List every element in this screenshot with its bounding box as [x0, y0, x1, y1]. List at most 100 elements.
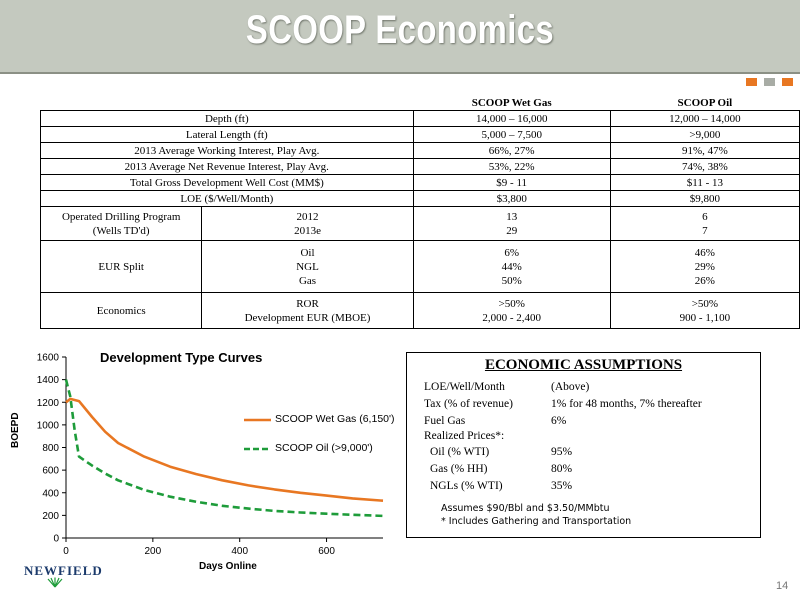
- eur-sub-labels: Oil NGL Gas: [201, 240, 414, 293]
- assumption-label: Gas (% HH): [430, 463, 488, 475]
- x-tick-label: 200: [145, 546, 162, 557]
- y-tick-label: 1400: [37, 375, 60, 386]
- assumptions-title: ECONOMIC ASSUMPTIONS: [484, 357, 683, 373]
- table-row: Lateral Length (ft) 5,000 – 7,500 >9,000: [40, 126, 800, 143]
- assumption-label: LOE/Well/Month: [424, 381, 505, 393]
- assumption-label: Realized Prices*:: [424, 430, 505, 442]
- cell-wet-gas: 44%: [501, 260, 522, 273]
- assumption-value: 95%: [551, 446, 573, 458]
- cell-oil: $9,800: [609, 190, 800, 207]
- sub-label: Oil: [300, 246, 315, 259]
- eur-oil: 46% 29% 26%: [609, 240, 800, 293]
- y-tick-label: 1200: [37, 398, 60, 409]
- cell-wet-gas: $9 - 11: [412, 174, 611, 191]
- table-corner: [41, 96, 414, 111]
- table-row: 2013 Average Net Revenue Interest, Play …: [40, 158, 800, 175]
- row-label: LOE ($/Well/Month): [40, 190, 414, 207]
- banner-divider: [0, 72, 800, 74]
- cell-wet-gas: 53%, 22%: [412, 158, 611, 175]
- accent-square-orange: [746, 78, 757, 86]
- assumption-label: NGLs (% WTI): [430, 480, 503, 492]
- sub-label: Gas: [298, 274, 317, 287]
- row-label: Total Gross Development Well Cost (MM$): [40, 174, 414, 191]
- y-tick-label: 400: [42, 488, 59, 499]
- col-header-wet-gas: SCOOP Wet Gas: [471, 97, 552, 109]
- assumption-value: 80%: [551, 463, 573, 475]
- y-tick-label: 1000: [37, 420, 60, 431]
- economic-assumptions-box: ECONOMIC ASSUMPTIONS LOE/Well/Month (Abo…: [406, 352, 761, 538]
- drilling-label-line1: Operated Drilling Program: [61, 210, 181, 223]
- series-line-0: [65, 397, 384, 502]
- table-row-eur: EUR Split Oil NGL Gas 6% 44% 50% 46% 29%…: [39, 240, 800, 293]
- cell-oil: 91%, 47%: [609, 142, 800, 159]
- y-axis-label: BOEPD: [10, 412, 21, 448]
- sub-label: ROR: [296, 297, 319, 310]
- row-label: 2013 Average Net Revenue Interest, Play …: [40, 158, 414, 175]
- drilling-wet-gas: 13 29: [412, 206, 611, 241]
- y-tick-label: 800: [42, 443, 59, 454]
- sub-label: NGL: [296, 260, 319, 273]
- sub-label: 2012: [296, 210, 319, 223]
- table-row: Total Gross Development Well Cost (MM$) …: [40, 174, 800, 191]
- cell-wet-gas: 66%, 27%: [412, 142, 611, 159]
- type-curve-chart: 0 200 400 600 800 1000 1200 1400 1600 0 200 400 600: [37, 353, 384, 557]
- assumption-value: 6%: [551, 415, 567, 427]
- cell-wet-gas: 2,000 - 2,400: [482, 311, 542, 324]
- cell-oil: 29%: [694, 260, 715, 273]
- economics-oil: >50% 900 - 1,100: [609, 292, 800, 329]
- assumption-label: Tax (% of revenue): [424, 398, 513, 410]
- y-tick-label: 600: [42, 466, 59, 477]
- y-tick-label: 1600: [37, 353, 60, 364]
- page-number: 14: [776, 580, 789, 592]
- row-label: Depth (ft): [40, 110, 414, 127]
- table-row-economics: Economics ROR Development EUR (MBOE) >50…: [39, 292, 800, 329]
- series-line-1: [64, 379, 384, 518]
- assumption-value: 35%: [551, 480, 573, 492]
- x-axis-label: Days Online: [199, 561, 257, 572]
- cell-oil: 74%, 38%: [609, 158, 800, 175]
- assumption-value: 1% for 48 months, 7% thereafter: [551, 398, 702, 410]
- assumption-note: Assumes $90/Bbl and $3.50/MMbtu: [441, 503, 610, 514]
- cell-wet-gas: >50%: [498, 297, 525, 310]
- logo-wordmark: NEWFIELD: [24, 563, 103, 578]
- assumption-label: Oil (% WTI): [430, 446, 490, 458]
- x-tick-label: 0: [63, 546, 69, 557]
- drilling-oil: 6 7: [609, 206, 800, 241]
- slide-title: SCOOP Economics: [245, 8, 555, 52]
- cell-oil: >50%: [691, 297, 719, 310]
- drilling-sub-labels: 2012 2013e: [201, 206, 414, 241]
- sub-label: Development EUR (MBOE): [244, 311, 371, 324]
- y-tick-label: 0: [53, 534, 59, 545]
- row-label: 2013 Average Working Interest, Play Avg.: [40, 142, 414, 159]
- eur-wet-gas: 6% 44% 50%: [412, 240, 611, 293]
- cell-wet-gas: 6%: [504, 246, 520, 259]
- table-row: LOE ($/Well/Month) $3,800 $9,800: [40, 190, 800, 207]
- row-label-drilling: Operated Drilling Program (Wells TD'd): [39, 206, 203, 241]
- table-row: 2013 Average Working Interest, Play Avg.…: [40, 142, 800, 159]
- row-label: Lateral Length (ft): [40, 126, 414, 143]
- cell-oil: 900 - 1,100: [679, 311, 731, 324]
- table-row-drilling: Operated Drilling Program (Wells TD'd) 2…: [39, 206, 800, 241]
- cell-oil: 6: [702, 210, 708, 223]
- assumption-footnote: * Includes Gathering and Transportation: [441, 516, 632, 527]
- comparison-table: SCOOP Wet Gas SCOOP Oil Depth (ft) 14,00…: [39, 96, 800, 329]
- x-tick-label: 600: [318, 546, 335, 557]
- x-tick-label: 400: [231, 546, 248, 557]
- cell-wet-gas: $3,800: [412, 190, 611, 207]
- y-tick-label: 200: [42, 511, 59, 522]
- assumption-label: Fuel Gas: [424, 415, 466, 427]
- cell-wet-gas: 5,000 – 7,500: [412, 126, 611, 143]
- cell-wet-gas: 14,000 – 16,000: [412, 110, 611, 127]
- cell-oil: 46%: [694, 246, 715, 259]
- row-label-economics: Economics: [39, 292, 203, 329]
- cell-oil: 7: [702, 224, 708, 237]
- legend-entry-wet-gas: SCOOP Wet Gas (6,150'): [275, 413, 395, 425]
- economics-wet-gas: >50% 2,000 - 2,400: [412, 292, 611, 329]
- cell-oil: 26%: [694, 274, 715, 287]
- accent-square-orange: [782, 78, 793, 86]
- col-header-oil: SCOOP Oil: [677, 97, 733, 109]
- title-banner: [0, 0, 800, 72]
- cell-oil: >9,000: [609, 126, 800, 143]
- cell-oil: $11 - 13: [609, 174, 800, 191]
- newfield-logo-icon: [47, 577, 63, 588]
